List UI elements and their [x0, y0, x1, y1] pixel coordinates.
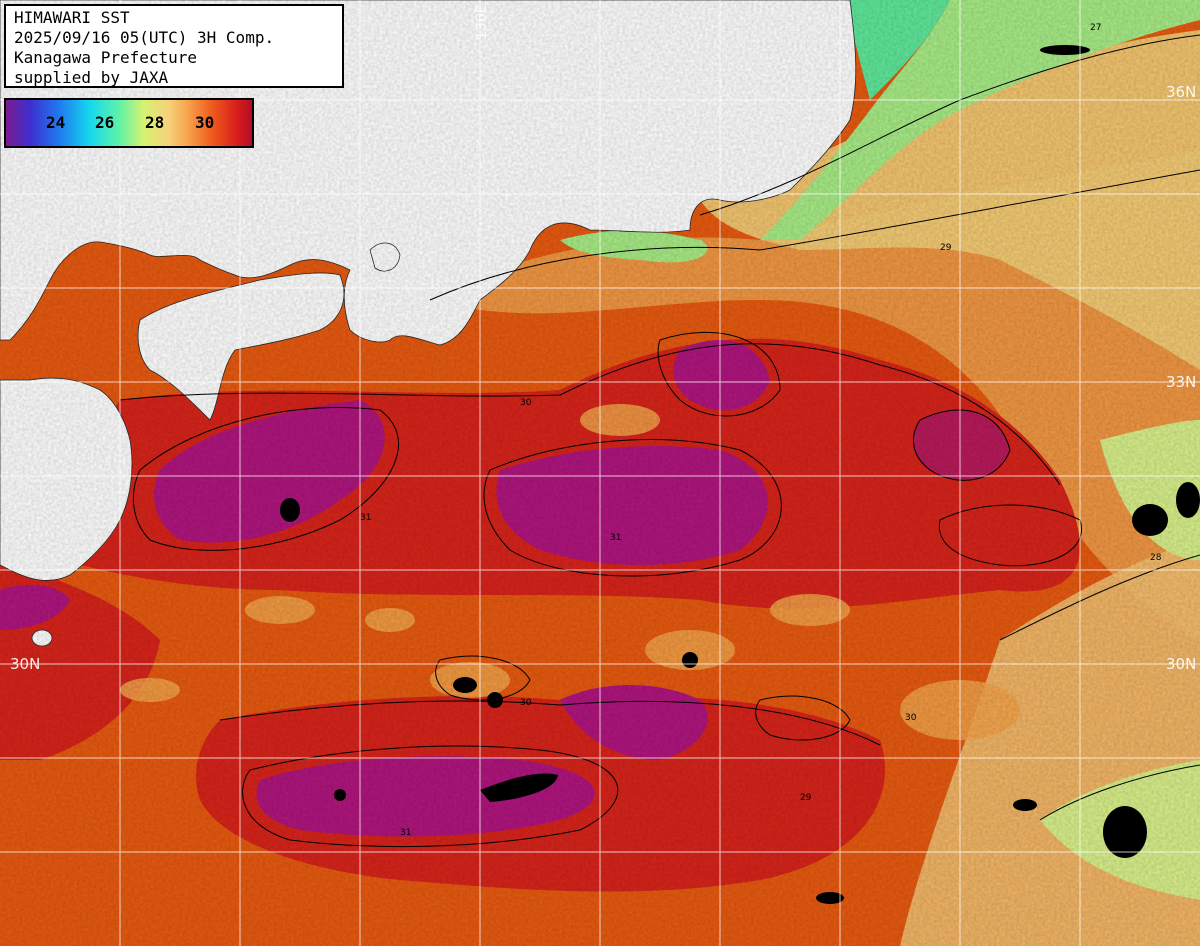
legend-tick: 30 — [195, 113, 215, 132]
lat-label-30n-right: 30N — [1166, 655, 1197, 673]
product-title: HIMAWARI SST — [14, 8, 130, 27]
data-source: supplied by JAXA — [14, 68, 169, 87]
lat-label-36n: 36N — [1166, 83, 1197, 101]
color-scale-legend: 24 26 28 30 — [4, 98, 254, 148]
legend-tick: 28 — [145, 113, 165, 132]
provider: Kanagawa Prefecture — [14, 48, 198, 67]
lon-label-136e: 136E — [474, 4, 490, 40]
info-box: HIMAWARI SST 2025/09/16 05(UTC) 3H Comp.… — [4, 4, 344, 88]
timestamp: 2025/09/16 05(UTC) 3H Comp. — [14, 28, 275, 47]
lat-label-33n: 33N — [1166, 373, 1197, 391]
legend-tick: 26 — [95, 113, 115, 132]
legend-tick: 24 — [46, 113, 66, 132]
lat-label-30n-left: 30N — [10, 655, 41, 673]
